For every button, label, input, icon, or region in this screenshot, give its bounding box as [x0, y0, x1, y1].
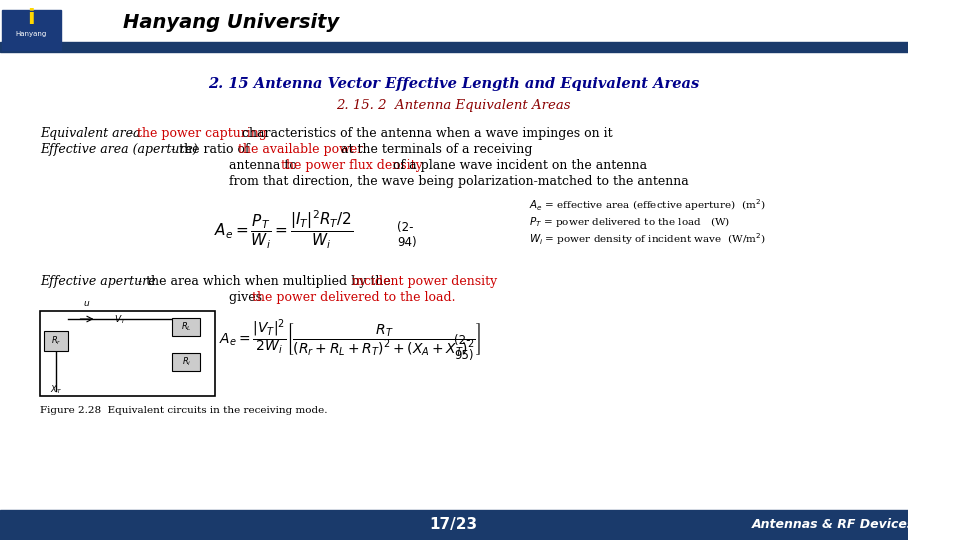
Bar	[172, 353, 201, 371]
Text: 2. 15 Antenna Vector Effective Length and Equivalent Areas: 2. 15 Antenna Vector Effective Length an…	[208, 77, 700, 91]
Text: - the area which when multiplied by the: - the area which when multiplied by the	[134, 275, 395, 288]
Text: $R_r$: $R_r$	[51, 335, 61, 347]
Text: $W_i$ = power density of incident wave  (W/m$^2$): $W_i$ = power density of incident wave (…	[529, 231, 766, 247]
Text: $A_e = \dfrac{|V_T|^2}{2W_i} \left[ \dfrac{R_T}{(R_r+R_L+R_T)^2+(X_A+X_T)^2} \ri: $A_e = \dfrac{|V_T|^2}{2W_i} \left[ \dfr…	[219, 317, 481, 359]
Text: gives: gives	[228, 291, 266, 304]
Text: the available power: the available power	[238, 143, 364, 156]
Text: Hanyang University: Hanyang University	[123, 12, 339, 31]
Text: Hanyang: Hanyang	[15, 31, 47, 37]
Text: the power capturing: the power capturing	[137, 127, 267, 140]
Text: $R_L$: $R_L$	[180, 321, 192, 333]
Bar	[172, 318, 201, 336]
Text: of a plane wave incident on the antenna: of a plane wave incident on the antenna	[390, 159, 648, 172]
Text: Figure 2.28  Equivalent circuits in the receiving mode.: Figure 2.28 Equivalent circuits in the r…	[39, 406, 327, 415]
Text: $P_T$ = power delivered to the load   (W): $P_T$ = power delivered to the load (W)	[529, 215, 731, 229]
Bar	[44, 331, 68, 351]
Text: i: i	[28, 8, 35, 28]
Text: the power flux density: the power flux density	[280, 159, 422, 172]
Text: from that direction, the wave being polarization-matched to the antenna: from that direction, the wave being pola…	[228, 175, 688, 188]
Text: Equivalent area: Equivalent area	[39, 127, 140, 140]
Text: Antennas & RF Devices Lab.: Antennas & RF Devices Lab.	[752, 518, 949, 531]
Text: Effective aperture: Effective aperture	[39, 275, 156, 288]
Text: antenna to: antenna to	[228, 159, 300, 172]
Text: -: -	[125, 127, 137, 140]
Bar	[2, 10, 60, 50]
Text: (2-
95): (2- 95)	[454, 334, 473, 362]
Text: at the terminals of a receiving: at the terminals of a receiving	[338, 143, 533, 156]
Text: $A_e$ = effective area (effective aperture)  (m$^2$): $A_e$ = effective area (effective apertu…	[529, 197, 766, 213]
Text: $u$: $u$	[84, 299, 90, 308]
Text: - the ratio of: - the ratio of	[167, 143, 254, 156]
Text: incident power density: incident power density	[351, 275, 497, 288]
Text: $A_e = \dfrac{P_T}{W_i} = \dfrac{|I_T|^2 R_T/2}{W_i}$: $A_e = \dfrac{P_T}{W_i} = \dfrac{|I_T|^2…	[214, 209, 353, 251]
Text: 2. 15. 2  Antenna Equivalent Areas: 2. 15. 2 Antenna Equivalent Areas	[337, 99, 571, 112]
Bar	[0, 510, 907, 540]
Text: $V_T$: $V_T$	[114, 314, 127, 327]
Text: the power delivered to the load.: the power delivered to the load.	[252, 291, 456, 304]
Text: $R_i$: $R_i$	[181, 356, 191, 368]
Text: (2-
94): (2- 94)	[397, 221, 417, 249]
Bar	[39, 311, 215, 396]
Bar	[0, 42, 907, 52]
Text: $X_T$: $X_T$	[50, 383, 61, 395]
Bar	[0, 0, 907, 52]
Text: characteristics of the antenna when a wave impinges on it: characteristics of the antenna when a wa…	[238, 127, 612, 140]
Text: 17/23: 17/23	[430, 517, 478, 532]
Text: Effective area (aperture): Effective area (aperture)	[39, 143, 198, 156]
